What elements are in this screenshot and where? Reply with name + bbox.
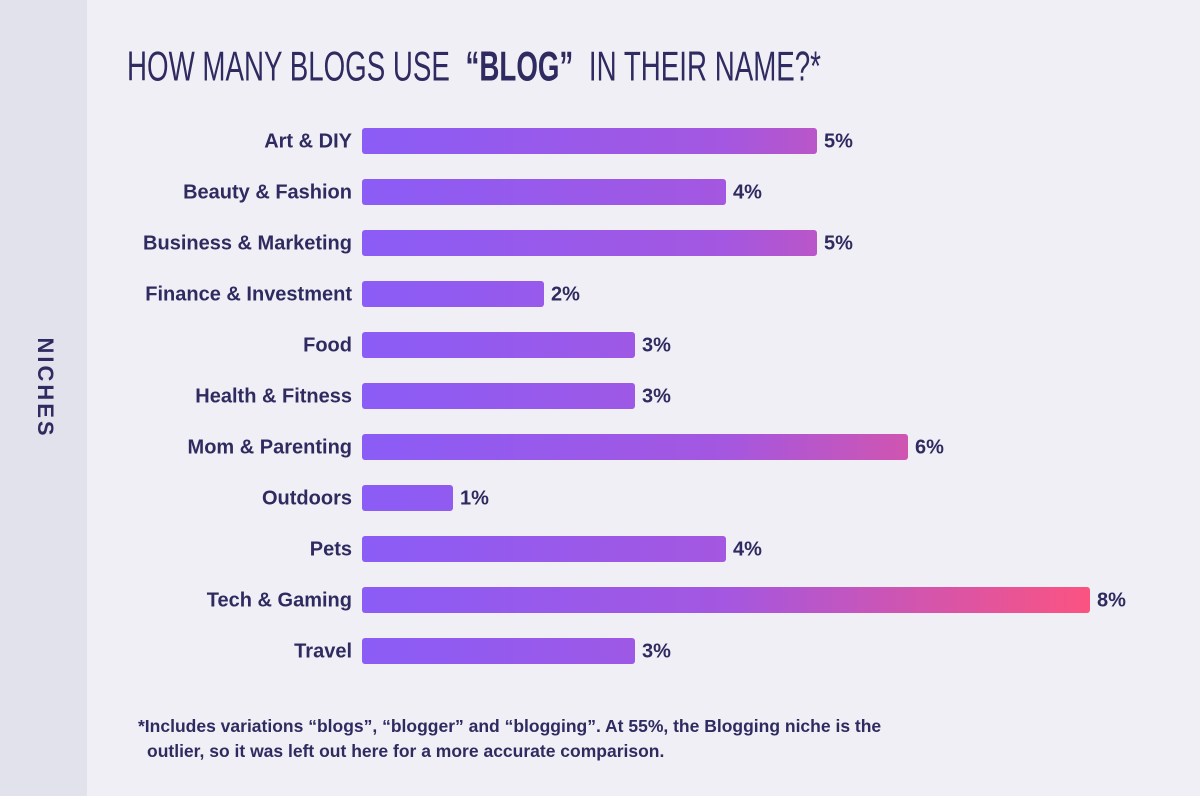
value-label: 3% (642, 334, 671, 356)
chart-title: HOW MANY BLOGS USE “BLOG” IN THEIR NAME?… (127, 43, 821, 90)
bar (362, 179, 726, 205)
bar (362, 434, 908, 460)
category-label: Food (303, 334, 352, 356)
category-label: Finance & Investment (145, 283, 352, 305)
footnote: *Includes variations “blogs”, “blogger” … (138, 716, 882, 761)
category-label: Business & Marketing (143, 232, 352, 254)
bar (362, 128, 817, 154)
bar (362, 281, 544, 307)
y-axis-label: NICHES (33, 337, 58, 438)
category-label: Beauty & Fashion (183, 181, 352, 203)
side-strip (0, 0, 87, 796)
value-label: 8% (1097, 589, 1126, 611)
bar (362, 383, 635, 409)
category-label: Pets (310, 538, 352, 560)
category-label: Mom & Parenting (188, 436, 352, 458)
title-part: HOW MANY BLOGS USE (127, 43, 450, 90)
bar (362, 332, 635, 358)
value-label: 1% (460, 487, 489, 509)
category-label: Art & DIY (264, 130, 352, 152)
value-label: 4% (733, 181, 762, 203)
category-label: Outdoors (262, 487, 352, 509)
value-label: 6% (915, 436, 944, 458)
bar (362, 587, 1090, 613)
value-label: 5% (824, 130, 853, 152)
category-label: Tech & Gaming (207, 589, 352, 611)
value-label: 5% (824, 232, 853, 254)
bar (362, 638, 635, 664)
category-label: Health & Fitness (195, 385, 352, 407)
title-part: IN THEIR NAME?* (589, 43, 821, 90)
bar (362, 485, 453, 511)
value-label: 2% (551, 283, 580, 305)
category-label: Travel (294, 640, 352, 662)
value-label: 4% (733, 538, 762, 560)
value-label: 3% (642, 640, 671, 662)
title-emphasis: “BLOG” (466, 43, 574, 90)
bar (362, 230, 817, 256)
bar (362, 536, 726, 562)
value-label: 3% (642, 385, 671, 407)
